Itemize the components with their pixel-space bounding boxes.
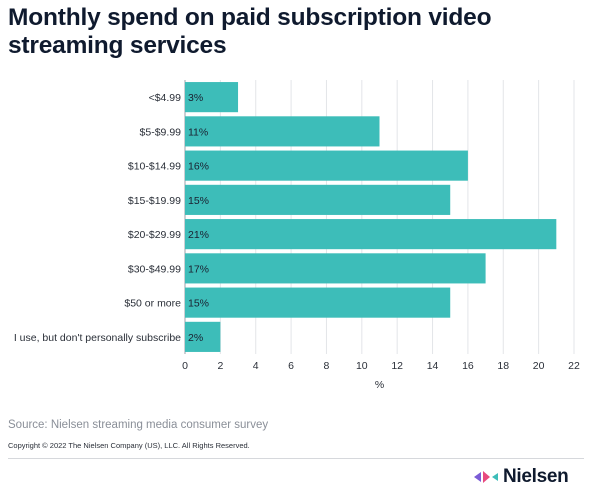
nielsen-logo: Nielsen <box>473 466 569 488</box>
bar-5 <box>185 253 486 284</box>
bar-chart: 3% 11% 16% 15% 21% 17% 15% 2% <$4.99 $5-$9.99 $10… <box>14 80 580 391</box>
bar-2 <box>185 150 468 181</box>
bar-1 <box>185 116 380 147</box>
x-tick-20: 20 <box>533 360 545 372</box>
x-tick-16: 16 <box>462 360 474 372</box>
bars: 3% 11% 16% 15% 21% 17% 15% 2% <box>185 82 557 352</box>
chart-title: Monthly spend on paid subscription video… <box>8 4 492 59</box>
nielsen-logo-text: Nielsen <box>503 466 569 487</box>
x-tick-22: 22 <box>568 360 580 372</box>
copyright-note: Copyright © 2022 The Nielsen Company (US… <box>8 441 250 450</box>
category-label-0: <$4.99 <box>149 92 182 104</box>
x-axis-label: % <box>375 379 384 391</box>
nielsen-logo-icon <box>474 471 498 483</box>
category-label-5: $30-$49.99 <box>128 263 181 275</box>
data-label-4: 21% <box>188 229 209 241</box>
bar-4 <box>185 219 557 250</box>
category-label-4: $20-$29.99 <box>128 229 181 241</box>
data-label-0: 3% <box>188 92 203 104</box>
category-label-7: I use, but don't personally subscribe <box>14 332 181 344</box>
category-label-3: $15-$19.99 <box>128 195 181 207</box>
footer-divider <box>8 458 584 459</box>
category-label-1: $5-$9.99 <box>140 126 182 138</box>
x-tick-6: 6 <box>288 360 294 372</box>
category-label-2: $10-$14.99 <box>128 161 181 173</box>
data-label-7: 2% <box>188 332 203 344</box>
category-label-6: $50 or more <box>124 298 181 310</box>
bar-6 <box>185 287 451 318</box>
category-labels: <$4.99 $5-$9.99 $10-$14.99 $15-$19.99 $20-$2… <box>14 92 181 344</box>
data-label-6: 15% <box>188 298 209 310</box>
data-label-5: 17% <box>188 263 209 275</box>
x-tick-10: 10 <box>356 360 368 372</box>
x-tick-8: 8 <box>324 360 330 372</box>
x-tick-2: 2 <box>217 360 223 372</box>
x-tick-14: 14 <box>427 360 439 372</box>
source-note: Source: Nielsen streaming media consumer… <box>8 419 269 431</box>
bar-0 <box>185 82 239 113</box>
x-tick-4: 4 <box>253 360 259 372</box>
data-label-2: 16% <box>188 161 209 173</box>
x-tick-18: 18 <box>497 360 509 372</box>
x-tick-labels: 0 2 4 6 8 10 12 14 16 18 20 22 <box>182 360 580 372</box>
bar-7 <box>185 321 221 352</box>
bar-3 <box>185 184 451 215</box>
x-tick-12: 12 <box>391 360 403 372</box>
data-label-1: 11% <box>188 126 208 138</box>
x-tick-0: 0 <box>182 360 188 372</box>
data-label-3: 15% <box>188 195 209 207</box>
